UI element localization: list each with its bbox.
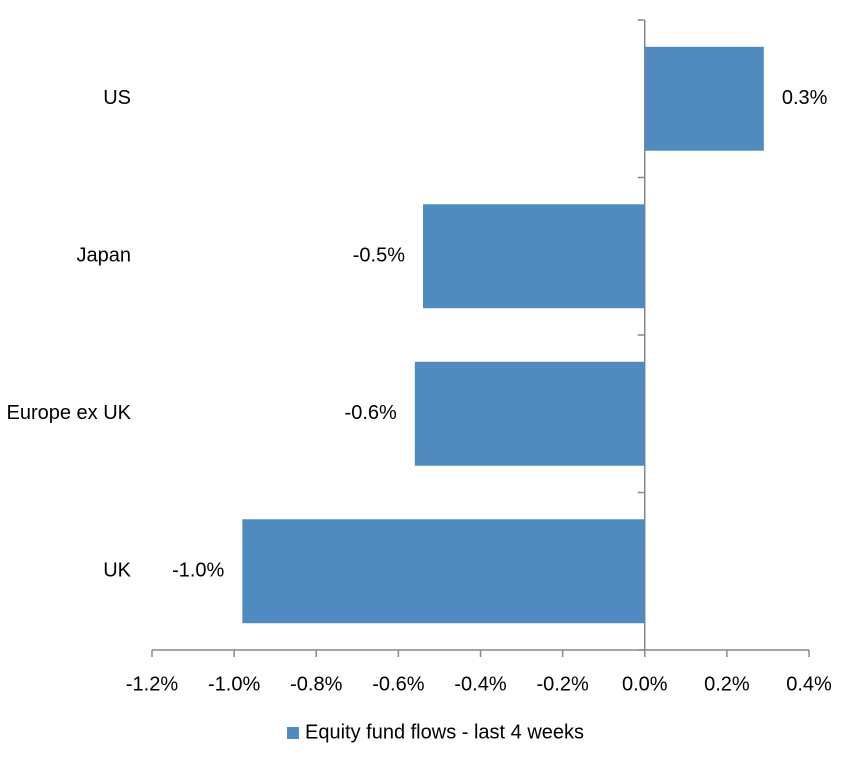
bar xyxy=(414,361,645,466)
x-tick-label: -0.6% xyxy=(372,673,424,695)
x-tick-label: 0.0% xyxy=(622,673,668,695)
x-tick-label: -1.2% xyxy=(126,673,178,695)
y-tick-label: Japan xyxy=(77,245,132,267)
bar xyxy=(423,204,645,309)
x-tick-label: -0.8% xyxy=(290,673,342,695)
x-tick-label: -0.2% xyxy=(537,673,589,695)
bar xyxy=(644,46,764,151)
x-tick-label: -0.4% xyxy=(454,673,506,695)
data-label: 0.3% xyxy=(782,87,828,109)
data-label: -0.6% xyxy=(345,402,397,424)
legend-label: Equity fund flows - last 4 weeks xyxy=(305,721,584,743)
x-tick-label: 0.2% xyxy=(704,673,750,695)
y-tick-label: Europe ex UK xyxy=(6,402,131,424)
data-label: -1.0% xyxy=(172,560,224,582)
x-tick-label: -1.0% xyxy=(208,673,260,695)
y-tick-label: UK xyxy=(103,560,131,582)
x-tick-label: 0.4% xyxy=(786,673,832,695)
data-label: -0.5% xyxy=(353,245,405,267)
y-tick-label: US xyxy=(103,87,131,109)
legend-swatch xyxy=(287,727,299,739)
bar xyxy=(242,519,645,624)
